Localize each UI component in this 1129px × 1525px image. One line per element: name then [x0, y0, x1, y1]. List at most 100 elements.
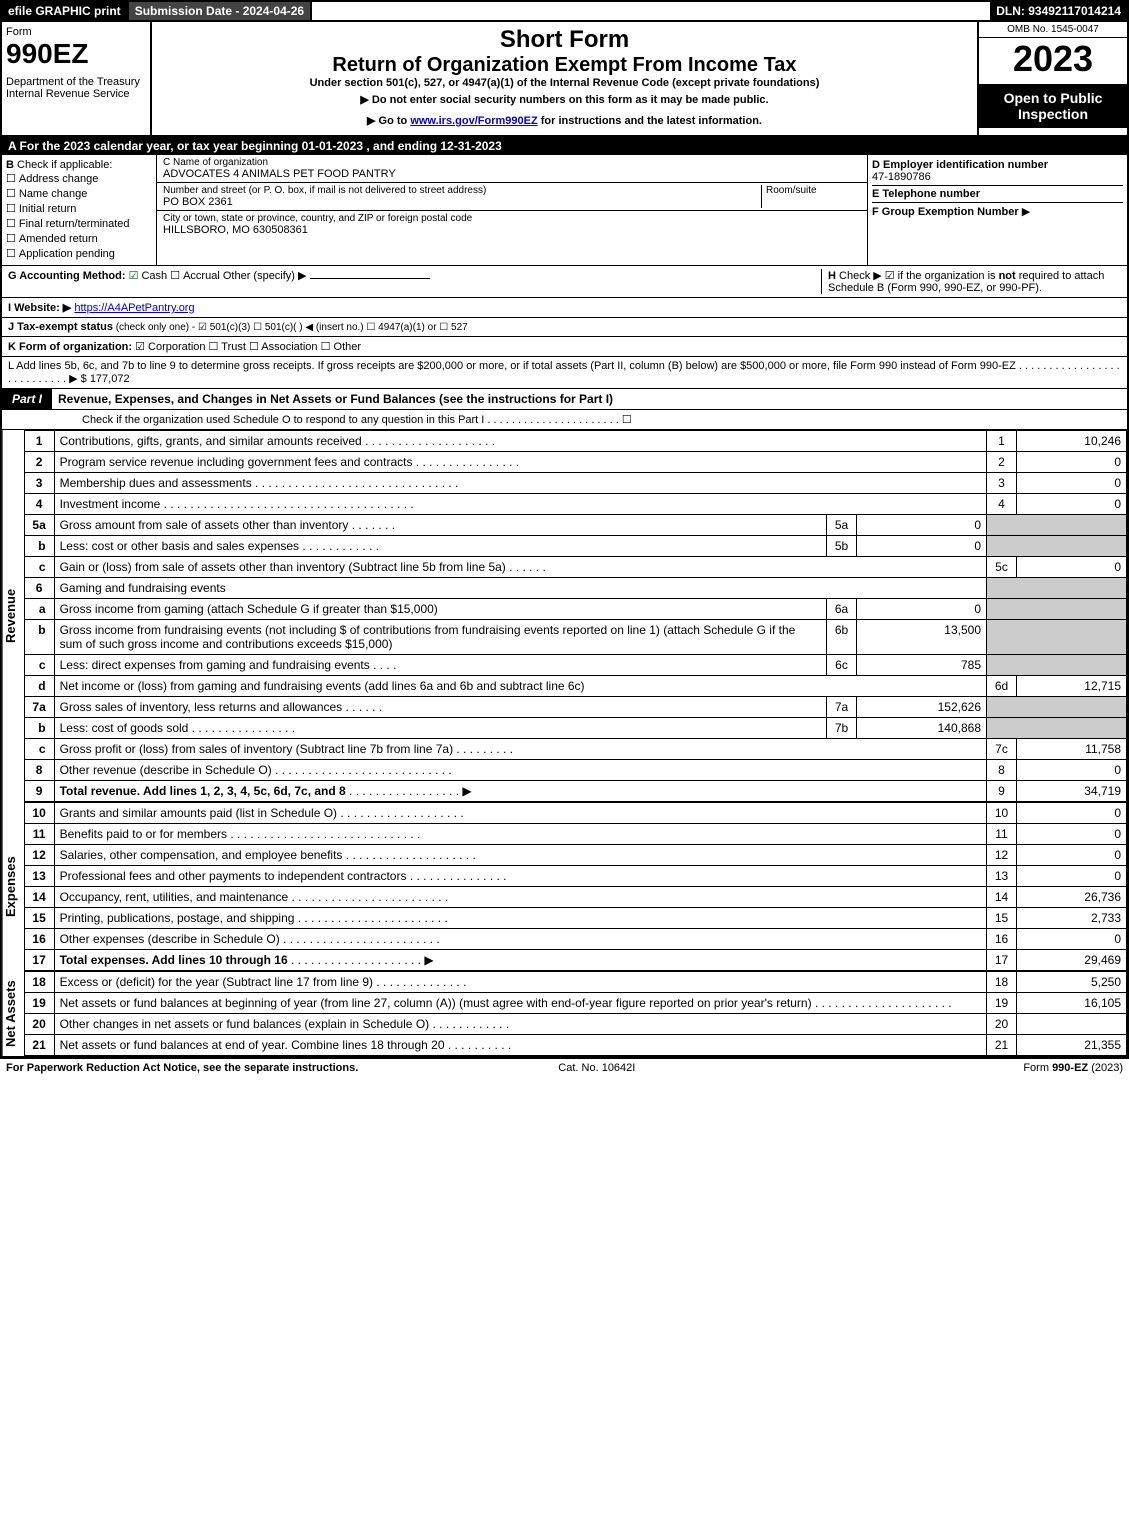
f-arrow: ▶ — [1022, 206, 1030, 218]
k-text: ☑ Corporation ☐ Trust ☐ Association ☐ Ot… — [132, 341, 361, 353]
h-not: not — [999, 270, 1016, 282]
line-5c: cGain or (loss) from sale of assets othe… — [24, 557, 1126, 578]
g-label: G Accounting Method: — [8, 270, 126, 282]
instr2-post: for instructions and the latest informat… — [538, 115, 762, 127]
revenue-table: 1Contributions, gifts, grants, and simil… — [24, 430, 1127, 802]
line-2: 2Program service revenue including gover… — [24, 452, 1126, 473]
d-label: D Employer identification number — [872, 159, 1048, 171]
j-label: J Tax-exempt status — [8, 321, 113, 333]
line-17: 17Total expenses. Add lines 10 through 1… — [24, 950, 1126, 971]
dln: DLN: 93492117014214 — [990, 2, 1127, 20]
form-990ez-page: efile GRAPHIC print Submission Date - 20… — [0, 0, 1129, 1058]
footer-catno: Cat. No. 10642I — [558, 1062, 635, 1074]
chk-name-change[interactable]: Name change — [6, 186, 152, 201]
room-suite-label: Room/suite — [761, 185, 861, 208]
c-city-label: City or town, state or province, country… — [163, 213, 861, 224]
revenue-section: Revenue 1Contributions, gifts, grants, a… — [2, 430, 1127, 802]
instr-goto: ▶ Go to www.irs.gov/Form990EZ for instru… — [156, 110, 973, 131]
chk-final-return[interactable]: Final return/terminated — [6, 216, 152, 231]
line-1: 1Contributions, gifts, grants, and simil… — [24, 431, 1126, 452]
g-other: Other (specify) ▶ — [223, 270, 307, 282]
c-name-row: C Name of organization ADVOCATES 4 ANIMA… — [157, 155, 867, 183]
header-mid: Short Form Return of Organization Exempt… — [152, 22, 977, 135]
netassets-sidelabel: Net Assets — [2, 971, 24, 1056]
row-j: J Tax-exempt status (check only one) - ☑… — [2, 318, 1127, 337]
netassets-table: 18Excess or (deficit) for the year (Subt… — [24, 971, 1127, 1056]
row-i: I Website: ▶ https://A4APetPantry.org — [2, 298, 1127, 318]
l-text: L Add lines 5b, 6c, and 7b to line 9 to … — [8, 360, 1016, 372]
line-6b: bGross income from fundraising events (n… — [24, 620, 1126, 655]
header-left: Form 990EZ Department of the Treasury In… — [2, 22, 152, 135]
line-6: 6Gaming and fundraising events — [24, 578, 1126, 599]
schedule-o-check[interactable]: ☐ — [622, 414, 632, 426]
footer-left: For Paperwork Reduction Act Notice, see … — [6, 1062, 358, 1074]
c-name-label: C Name of organization — [163, 157, 861, 168]
chk-address-change[interactable]: Address change — [6, 171, 152, 186]
f-label: F Group Exemption Number — [872, 206, 1019, 218]
i-label: I Website: ▶ — [8, 302, 71, 314]
line-16: 16Other expenses (describe in Schedule O… — [24, 929, 1126, 950]
website-link[interactable]: https://A4APetPantry.org — [74, 302, 194, 314]
topbar: efile GRAPHIC print Submission Date - 20… — [2, 2, 1127, 22]
g-box: G Accounting Method: Cash Accrual Other … — [8, 269, 821, 294]
line-7a: 7aGross sales of inventory, less returns… — [24, 697, 1126, 718]
footer: For Paperwork Reduction Act Notice, see … — [0, 1058, 1129, 1077]
box-bcdef: B Check if applicable: Address change Na… — [2, 155, 1127, 266]
return-title: Return of Organization Exempt From Incom… — [156, 54, 973, 77]
f-box: F Group Exemption Number ▶ — [872, 203, 1123, 220]
line-6c: cLess: direct expenses from gaming and f… — [24, 655, 1126, 676]
irs-link[interactable]: www.irs.gov/Form990EZ — [410, 115, 537, 127]
expenses-table: 10Grants and similar amounts paid (list … — [24, 802, 1127, 971]
tax-year: 2023 — [979, 38, 1127, 80]
line-18: 18Excess or (deficit) for the year (Subt… — [24, 972, 1126, 993]
e-box: E Telephone number — [872, 186, 1123, 203]
line-13: 13Professional fees and other payments t… — [24, 866, 1126, 887]
part1-checkrow: Check if the organization used Schedule … — [2, 410, 1127, 430]
chk-amended-return[interactable]: Amended return — [6, 231, 152, 246]
line-19: 19Net assets or fund balances at beginni… — [24, 993, 1126, 1014]
chk-initial-return[interactable]: Initial return — [6, 201, 152, 216]
submission-date: Submission Date - 2024-04-26 — [127, 2, 312, 20]
line-4: 4Investment income . . . . . . . . . . .… — [24, 494, 1126, 515]
omb: OMB No. 1545-0047 — [979, 22, 1127, 38]
other-specify-line — [310, 278, 430, 279]
col-c: C Name of organization ADVOCATES 4 ANIMA… — [157, 155, 867, 265]
instr-ssn: ▶ Do not enter social security numbers o… — [156, 89, 973, 110]
chk-cash[interactable]: Cash — [129, 270, 168, 282]
c-addr-row: Number and street (or P. O. box, if mail… — [157, 183, 867, 211]
ein: 47-1890786 — [872, 171, 931, 183]
line-12: 12Salaries, other compensation, and empl… — [24, 845, 1126, 866]
line-3: 3Membership dues and assessments . . . .… — [24, 473, 1126, 494]
b-text: Check if applicable: — [17, 159, 112, 171]
irs: Internal Revenue Service — [6, 88, 146, 100]
line-7c: cGross profit or (loss) from sales of in… — [24, 739, 1126, 760]
form-number: 990EZ — [6, 38, 146, 70]
short-form: Short Form — [156, 26, 973, 54]
line-11: 11Benefits paid to or for members . . . … — [24, 824, 1126, 845]
line-6a: aGross income from gaming (attach Schedu… — [24, 599, 1126, 620]
form-label: Form — [6, 26, 146, 38]
expenses-sidelabel: Expenses — [2, 802, 24, 971]
line-10: 10Grants and similar amounts paid (list … — [24, 803, 1126, 824]
e-label: E Telephone number — [872, 188, 980, 200]
netassets-section: Net Assets 18Excess or (deficit) for the… — [2, 971, 1127, 1056]
org-address: PO BOX 2361 — [163, 196, 761, 208]
row-gh: G Accounting Method: Cash Accrual Other … — [2, 266, 1127, 298]
line-20: 20Other changes in net assets or fund ba… — [24, 1014, 1126, 1035]
efile-label: efile GRAPHIC print — [2, 2, 127, 20]
open-to-public: Open to Public Inspection — [979, 84, 1127, 128]
k-label: K Form of organization: — [8, 341, 132, 353]
schedule-o-check-text: Check if the organization used Schedule … — [82, 414, 484, 426]
revenue-sidelabel: Revenue — [2, 430, 24, 802]
line-6d: dNet income or (loss) from gaming and fu… — [24, 676, 1126, 697]
chk-accrual[interactable]: Accrual — [170, 270, 220, 282]
part1-title: Revenue, Expenses, and Changes in Net As… — [52, 389, 1127, 409]
under-section: Under section 501(c), 527, or 4947(a)(1)… — [156, 77, 973, 89]
line-5a: 5aGross amount from sale of assets other… — [24, 515, 1126, 536]
instr2-pre: ▶ Go to — [367, 115, 410, 127]
line-15: 15Printing, publications, postage, and s… — [24, 908, 1126, 929]
row-k: K Form of organization: ☑ Corporation ☐ … — [2, 337, 1127, 357]
org-city: HILLSBORO, MO 630508361 — [163, 224, 861, 236]
footer-formno: Form 990-EZ (2023) — [1023, 1062, 1123, 1074]
chk-application-pending[interactable]: Application pending — [6, 246, 152, 261]
